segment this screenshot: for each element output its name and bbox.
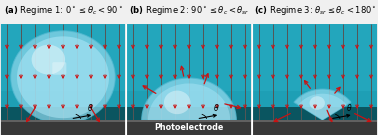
Bar — [253, 120, 377, 122]
Circle shape — [164, 91, 191, 114]
Bar — [253, 24, 377, 91]
Bar — [127, 107, 251, 120]
Text: Photoelectrode: Photoelectrode — [154, 123, 224, 132]
Wedge shape — [294, 89, 351, 120]
Wedge shape — [142, 78, 236, 120]
Bar — [127, 24, 251, 120]
Bar — [127, 120, 251, 122]
Text: $\theta$: $\theta$ — [87, 102, 93, 113]
Bar — [253, 107, 377, 120]
Text: $\mathbf{(a)}$ Regime 1: 0$^\circ \leq \theta_c < 90^\circ$: $\mathbf{(a)}$ Regime 1: 0$^\circ \leq \… — [4, 4, 122, 17]
Text: $\mathbf{(b)}$ Regime 2: 90$^\circ \leq \theta_c < \theta_{sr}$: $\mathbf{(b)}$ Regime 2: 90$^\circ \leq … — [129, 4, 249, 17]
Circle shape — [310, 96, 325, 110]
Bar — [1, 24, 125, 91]
Circle shape — [17, 36, 109, 118]
Bar — [1, 24, 125, 120]
Bar — [1, 107, 125, 120]
Bar — [1, 120, 125, 135]
Wedge shape — [298, 94, 347, 120]
Circle shape — [11, 31, 115, 124]
Bar — [1, 120, 125, 122]
Bar — [253, 120, 377, 135]
Text: $\theta$: $\theta$ — [213, 102, 219, 113]
Wedge shape — [148, 83, 230, 120]
Bar — [127, 24, 251, 91]
Bar — [127, 120, 251, 135]
Text: $\theta$: $\theta$ — [346, 102, 353, 113]
Text: $\mathbf{(c)}$ Regime 3: $\theta_{sr} \leq \theta_c < 180^\circ$: $\mathbf{(c)}$ Regime 3: $\theta_{sr} \l… — [254, 4, 376, 17]
FancyBboxPatch shape — [52, 62, 66, 75]
Bar — [253, 24, 377, 120]
Circle shape — [32, 45, 65, 75]
